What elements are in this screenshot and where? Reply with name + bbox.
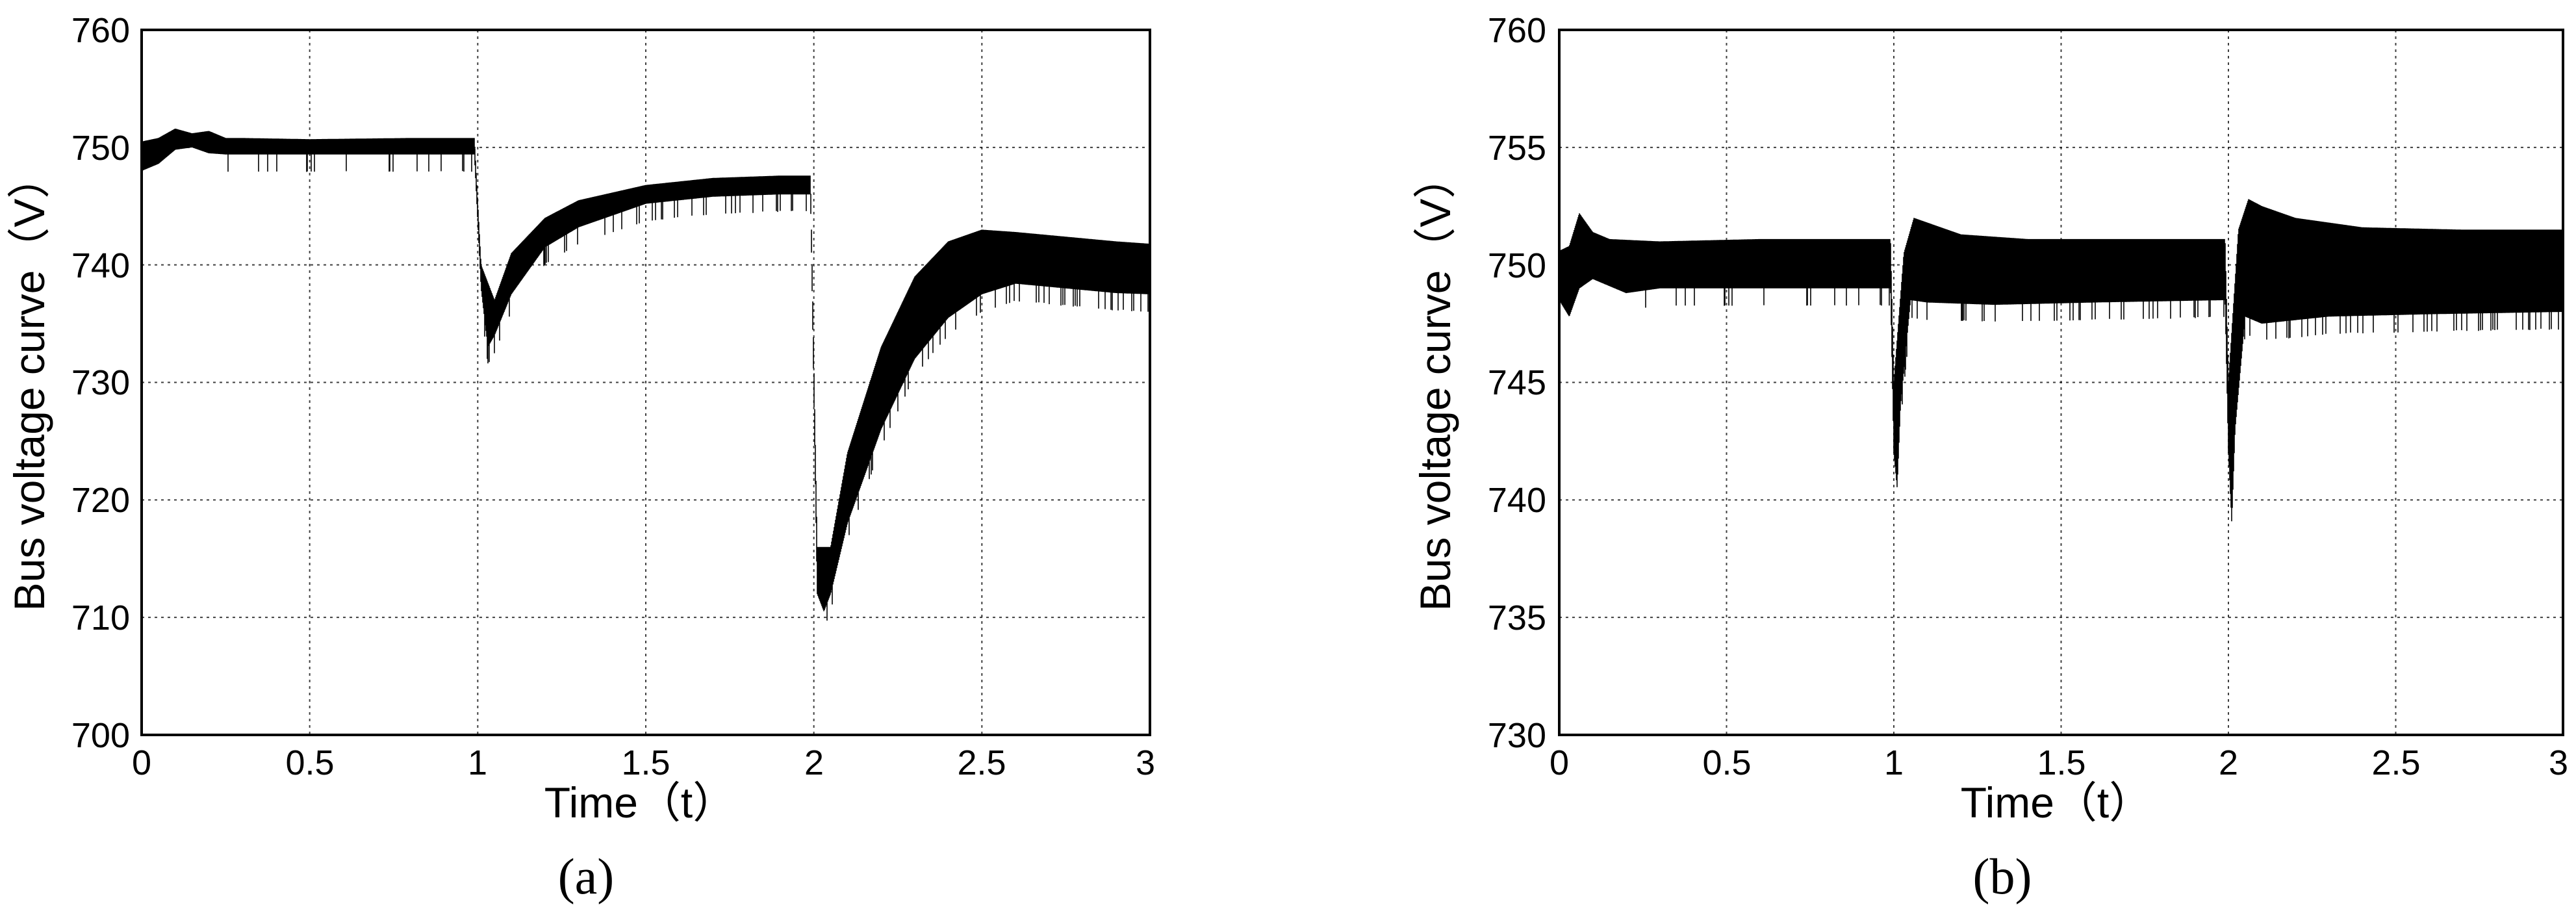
panel-a-ytick: 750 [71, 129, 130, 168]
panel-a-gridlines [142, 30, 1150, 735]
panel-b-xtick: 2.5 [2371, 743, 2420, 782]
panel-a-caption: (a) [558, 848, 615, 905]
panel-b-xtick: 1.5 [2037, 743, 2085, 782]
panel-b-ytick: 730 [1488, 716, 1546, 755]
panel-b-caption: (b) [1973, 848, 2032, 905]
panel-a-xtick: 3 [1136, 743, 1155, 782]
panel-b-ytick: 760 [1488, 11, 1546, 50]
panel-b-xtick: 0 [1549, 743, 1569, 782]
panel-a-xtick: 0.5 [285, 743, 334, 782]
panel-b-xtick: 2 [2219, 743, 2238, 782]
panel-a-ytick: 700 [71, 716, 130, 755]
panel-a-chart: 700 710 720 730 740 750 760 0 0.5 1 1.5 … [5, 11, 1155, 905]
panel-a-xtick: 2.5 [957, 743, 1006, 782]
panel-b-ytick: 735 [1488, 598, 1546, 637]
panel-a-ytick: 720 [71, 481, 130, 520]
panel-b-y-axis-title: Bus voltage curve（V） [1411, 156, 1459, 611]
panel-a-ytick: 740 [71, 246, 130, 285]
panel-b-xtick: 3 [2549, 743, 2568, 782]
panel-b-ytick: 755 [1488, 129, 1546, 168]
panel-b-x-axis-title: Time（t） [1961, 778, 2152, 827]
panel-b-chart: 730 735 740 745 750 755 760 0 0.5 1 1.5 … [1411, 11, 2568, 905]
panel-a-xtick: 1.5 [621, 743, 670, 782]
panel-a-ytick: 730 [71, 363, 130, 402]
panel-a-y-axis-title: Bus voltage curve（V） [5, 156, 53, 611]
panel-a-plot-frame [140, 29, 1151, 736]
panel-a-ytick: 760 [71, 11, 130, 50]
panel-b-xtick: 1 [1884, 743, 1904, 782]
panel-b-ytick: 740 [1488, 481, 1546, 520]
panel-b-ytick: 750 [1488, 246, 1546, 285]
panel-b-ytick: 745 [1488, 363, 1546, 402]
panel-b-plot-frame [1558, 29, 2564, 736]
panel-b-gridlines [1559, 30, 2563, 735]
panel-a-xtick: 0 [132, 743, 151, 782]
panel-a-x-axis-title: Time（t） [544, 778, 736, 827]
panel-a-xtick: 1 [468, 743, 487, 782]
panel-b-xtick: 0.5 [1702, 743, 1751, 782]
panel-a-ytick: 710 [71, 598, 130, 637]
panel-a-xtick: 2 [804, 743, 824, 782]
